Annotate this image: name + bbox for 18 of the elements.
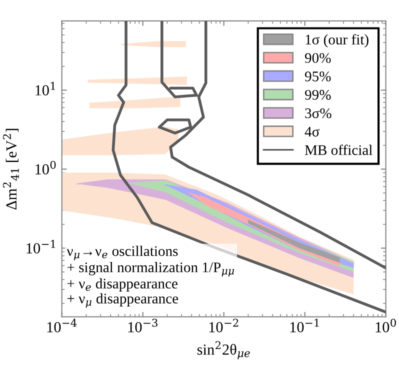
legend-label: 90% — [304, 53, 331, 63]
legend-label: MB official — [304, 144, 372, 156]
x-tick-label: 10$^{−3}$ — [128, 318, 158, 332]
legend-label: 1σ (our fit) — [306, 34, 368, 48]
text: ν$_{μ}$→ν$_{e}$ oscillations + signal normalization 1/P$_{μμ}$ + ν$_{e}$ disappearance + ν$_{μ}$ disappearance — [66, 246, 234, 308]
y-tick-label: 10$^{−1}$ — [26, 240, 56, 254]
x-tick-label: 10$^{−1}$ — [290, 318, 319, 332]
legend-label: 4σ — [304, 126, 320, 137]
legend-label: 99% — [304, 90, 331, 100]
y-tick-label: 10$^{0}$ — [36, 160, 56, 174]
x-tick-label: 10$^{0}$ — [376, 318, 396, 332]
x-tick-label: 10$^{−4}$ — [47, 318, 77, 332]
legend-label: 3σ% — [305, 108, 332, 118]
x-tick-label: 10$^{−2}$ — [209, 318, 238, 332]
legend-label: 95% — [304, 72, 331, 82]
y-axis-title: Δm$^{2}$$_{41}$ [eV$^{2}$] — [2, 128, 19, 210]
y-tick-label: 10$^{1}$ — [36, 82, 55, 96]
x-axis-title: sin$^{2}$2θ$_{μe}$ — [197, 341, 250, 360]
